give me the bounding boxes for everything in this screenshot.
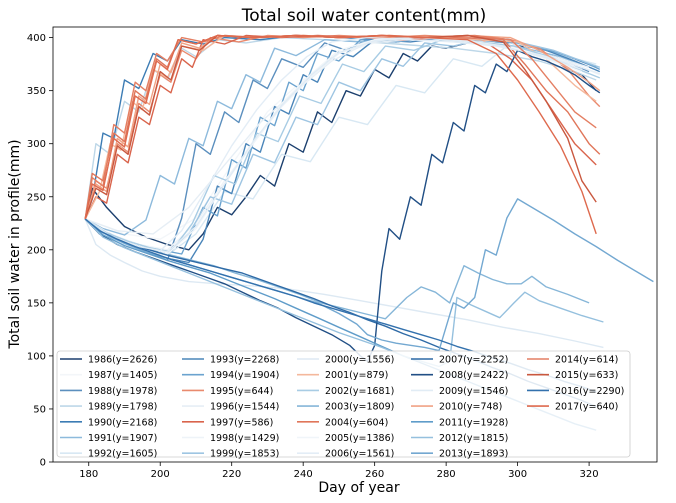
y-tick-label: 0 xyxy=(40,458,46,469)
legend-entry: 2001(y=879) xyxy=(325,370,388,381)
x-tick-label: 180 xyxy=(79,469,98,480)
legend-entry: 2016(y=2290) xyxy=(555,386,624,397)
x-axis-label: Day of year xyxy=(318,480,400,496)
legend-entry: 1998(y=1429) xyxy=(210,433,279,444)
series-line-31 xyxy=(84,34,597,235)
legend-entry: 2017(y=640) xyxy=(555,402,618,413)
legend-entry: 2011(y=1928) xyxy=(439,417,508,428)
series-line-17 xyxy=(84,218,590,320)
legend-entry: 1996(y=1544) xyxy=(210,402,279,413)
legend-entry: 1999(y=1853) xyxy=(210,449,279,460)
legend-entry: 1987(y=1405) xyxy=(88,370,157,381)
x-tick-label: 200 xyxy=(151,469,170,480)
y-tick-label: 300 xyxy=(27,139,46,150)
series-lines xyxy=(84,34,654,431)
legend-box xyxy=(56,350,631,458)
series-line-1 xyxy=(84,36,590,240)
y-axis-label: Total soil water in profile(mm) xyxy=(7,139,23,349)
legend-entry: 1993(y=2268) xyxy=(210,355,279,366)
legend-entry: 1988(y=1978) xyxy=(88,386,157,397)
y-tick-label: 400 xyxy=(27,33,46,44)
legend-entry: 1991(y=1907) xyxy=(88,433,157,444)
y-tick-label: 350 xyxy=(27,86,46,97)
legend-entry: 2012(y=1815) xyxy=(439,433,508,444)
legend-entry: 2010(y=748) xyxy=(439,402,502,413)
legend-entry: 2014(y=614) xyxy=(555,355,618,366)
legend-entry: 2008(y=2422) xyxy=(439,370,508,381)
y-axis: 0 50 100 150 200 250 300 350 400 xyxy=(27,33,53,469)
x-tick-label: 220 xyxy=(222,469,241,480)
series-line-13 xyxy=(84,39,601,255)
legend-entry: 2002(y=1681) xyxy=(325,386,394,397)
legend-entry: 1989(y=1798) xyxy=(88,402,157,413)
legend: 1986(y=2626) 1987(y=1405) 1988(y=1978) 1989… xyxy=(56,350,631,460)
x-tick-label: 240 xyxy=(294,469,313,480)
series-line-23 xyxy=(84,36,583,253)
series-line-11 xyxy=(84,34,597,220)
series-line-22 xyxy=(84,49,601,362)
series-line-26 xyxy=(84,218,604,368)
y-tick-label: 100 xyxy=(27,351,46,362)
series-line-2 xyxy=(84,36,590,262)
y-tick-label: 150 xyxy=(27,298,46,309)
x-tick-label: 300 xyxy=(508,469,527,480)
legend-entry: 1995(y=644) xyxy=(210,386,273,397)
legend-entry: 2003(y=1809) xyxy=(325,402,394,413)
x-tick-label: 260 xyxy=(365,469,384,480)
y-tick-label: 250 xyxy=(27,192,46,203)
legend-entry: 1986(y=2626) xyxy=(88,355,157,366)
legend-entry: 2005(y=1386) xyxy=(325,433,394,444)
x-tick-label: 320 xyxy=(580,469,599,480)
chart-title: Total soil water content(mm) xyxy=(241,6,487,26)
legend-entry: 1990(y=2168) xyxy=(88,417,157,428)
legend-entry: 2009(y=1546) xyxy=(439,386,508,397)
legend-entry: 2013(y=1893) xyxy=(439,449,508,460)
legend-entry: 2004(y=604) xyxy=(325,417,388,428)
legend-entry: 2015(y=633) xyxy=(555,370,618,381)
y-tick-label: 200 xyxy=(27,245,46,256)
legend-entry: 1997(y=586) xyxy=(210,417,273,428)
legend-entry: 1992(y=1605) xyxy=(88,449,157,460)
legend-entry: 2000(y=1556) xyxy=(325,355,394,366)
series-line-0 xyxy=(84,36,597,251)
legend-entry: 1994(y=1904) xyxy=(210,370,279,381)
x-axis: 180 200 220 240 260 280 300 320 xyxy=(79,462,599,480)
legend-entry: 2007(y=2252) xyxy=(439,355,508,366)
series-line-12 xyxy=(84,36,601,251)
plot-frame xyxy=(52,26,658,463)
y-tick-label: 50 xyxy=(33,404,46,415)
x-tick-label: 280 xyxy=(437,469,456,480)
series-line-18 xyxy=(84,34,601,220)
legend-entry: 2006(y=1561) xyxy=(325,449,394,460)
